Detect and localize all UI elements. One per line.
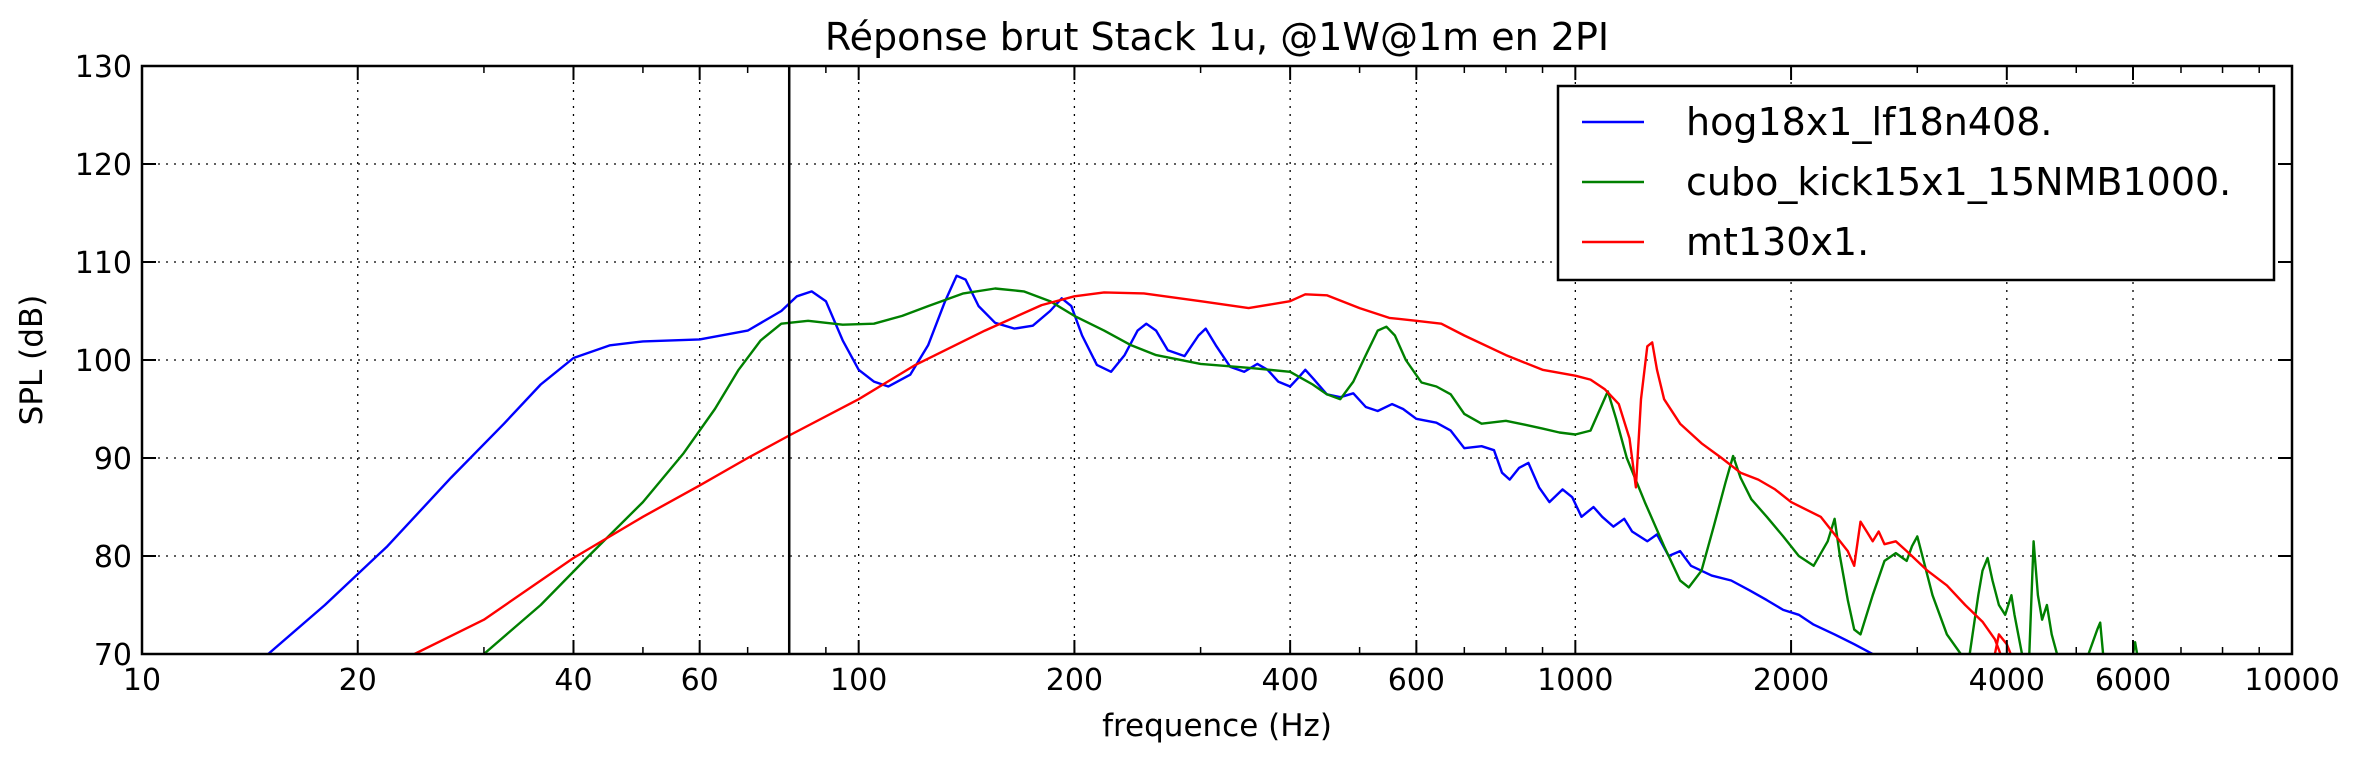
legend-label: cubo_kick15x1_15NMB1000. (1686, 160, 2231, 204)
legend-label: mt130x1. (1686, 220, 1869, 264)
series-line-cubo-kick15x1-15nmb1000 (2087, 621, 2105, 654)
x-axis-label: frequence (Hz) (1102, 708, 1332, 744)
axis-ticks: 10 20 40 60 100 200 400 600 1000 2000 4000 6000 1000… (75, 50, 2340, 698)
legend: hog18x1_lf18n408. cubo_kick15x1_15NMB1000… (1556, 84, 2276, 282)
x-tick-label: 1000 (1537, 663, 1613, 698)
legend-box (1556, 84, 2276, 282)
y-tick-label: 100 (75, 344, 132, 379)
y-tick-label: 130 (75, 50, 132, 85)
x-tick-label: 10000 (2244, 663, 2339, 698)
series-lines (267, 274, 2139, 654)
x-tick-label: 6000 (2095, 663, 2171, 698)
x-tick-label: 600 (1388, 663, 1445, 698)
y-tick-label: 80 (94, 540, 132, 575)
x-tick-label: 20 (339, 663, 377, 698)
y-tick-label: 110 (75, 246, 132, 281)
series-line-hog18x1-lf18n408 (267, 274, 1874, 654)
x-tick-label: 4000 (1969, 663, 2045, 698)
y-tick-label: 70 (94, 638, 132, 673)
x-tick-label: 2000 (1753, 663, 1829, 698)
y-axis-label: SPL (dB) (14, 295, 50, 426)
x-tick-label: 100 (830, 663, 887, 698)
series-line-cubo-kick15x1-15nmb1000 (2028, 540, 2059, 654)
series-line-mt130x1 (1993, 633, 2012, 654)
x-tick-label: 40 (554, 663, 592, 698)
y-tick-label: 90 (94, 442, 132, 477)
x-tick-label: 400 (1262, 663, 1319, 698)
chart-title: Réponse brut Stack 1u, @1W@1m en 2PI (825, 15, 1609, 59)
x-tick-label: 60 (681, 663, 719, 698)
series-line-cubo-kick15x1-15nmb1000 (483, 287, 1962, 654)
y-tick-label: 120 (75, 148, 132, 183)
legend-label: hog18x1_lf18n408. (1686, 100, 2052, 144)
series-line-mt130x1 (413, 291, 2002, 654)
series-line-cubo-kick15x1-15nmb1000 (1968, 556, 2024, 654)
x-tick-label: 10 (123, 663, 161, 698)
x-tick-label: 200 (1046, 663, 1103, 698)
